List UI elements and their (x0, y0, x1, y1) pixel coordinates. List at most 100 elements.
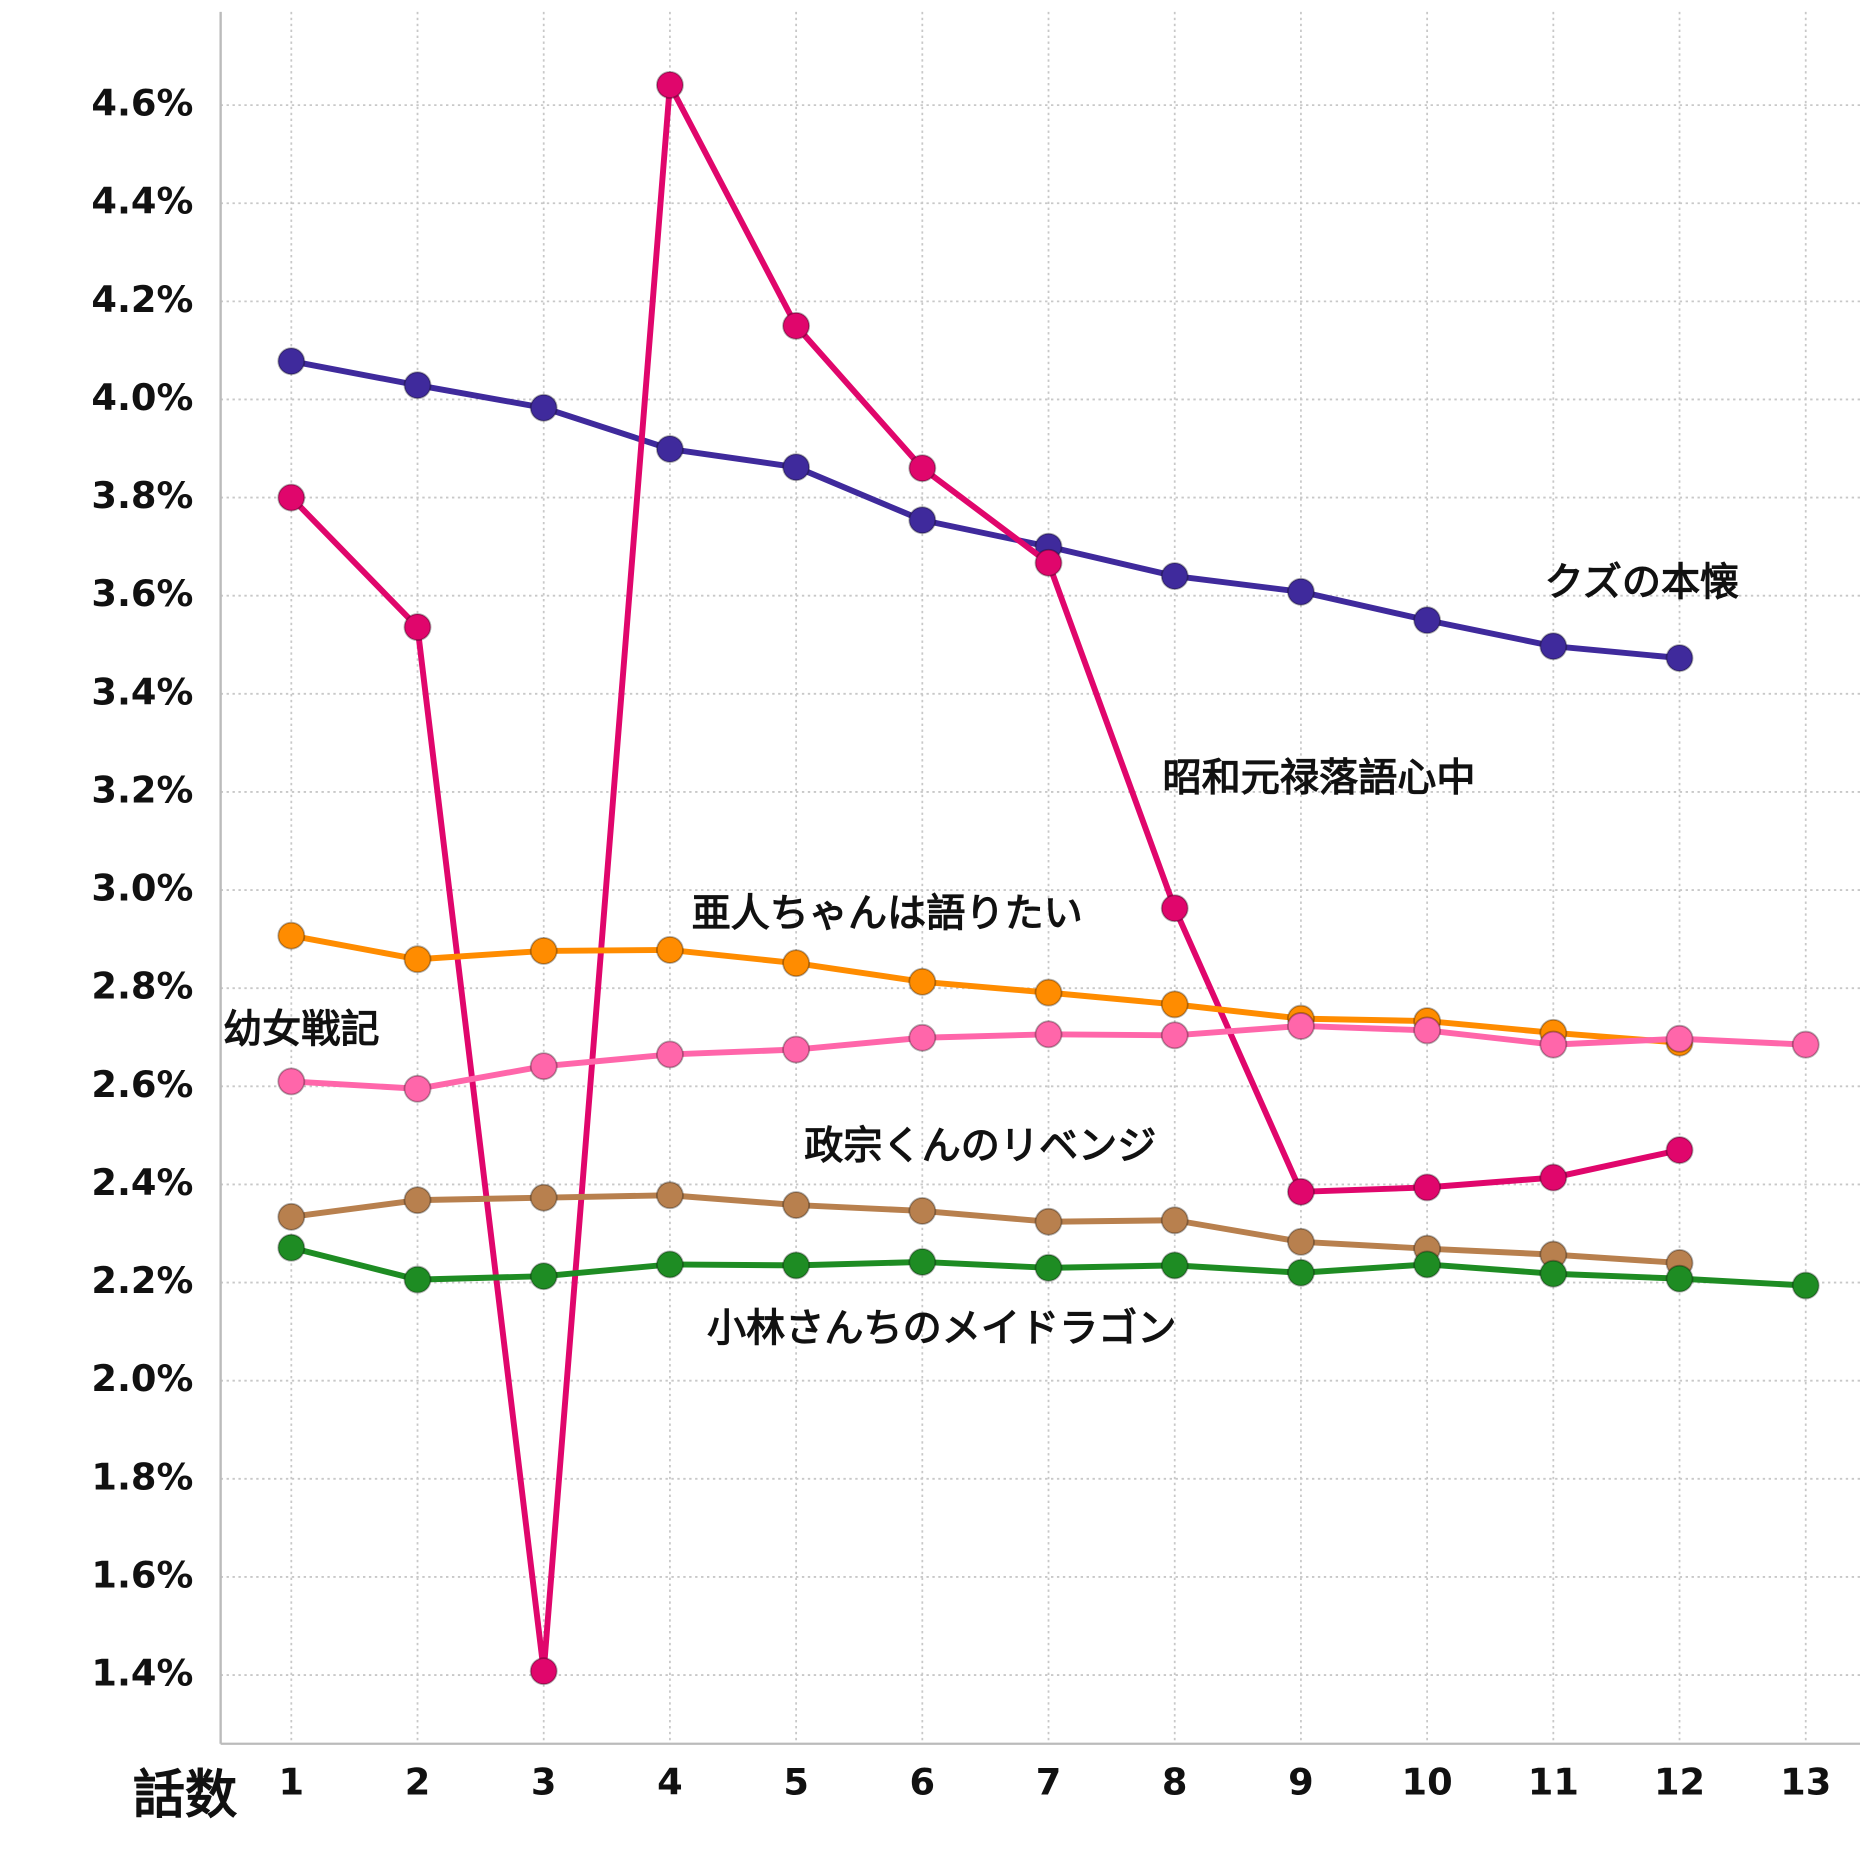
marker (1539, 1030, 1568, 1059)
marker (277, 347, 306, 376)
marker (277, 1202, 306, 1231)
marker (277, 1233, 306, 1262)
marker (908, 454, 937, 483)
marker (655, 71, 684, 99)
marker (655, 1181, 684, 1210)
marker (1034, 1020, 1063, 1049)
x-tick-label: 1 (279, 1761, 305, 1804)
marker (403, 1265, 432, 1294)
marker (1034, 1207, 1063, 1236)
marker (1539, 1259, 1568, 1288)
marker (1665, 1264, 1694, 1293)
marker (908, 1248, 937, 1276)
marker (403, 371, 432, 400)
x-tick-label: 6 (910, 1761, 936, 1804)
marker (529, 1657, 558, 1686)
marker (1791, 1030, 1820, 1059)
marker (277, 1067, 306, 1096)
marker (529, 393, 558, 422)
x-tick-label: 5 (783, 1761, 809, 1804)
y-tick-label: 2.8% (91, 965, 193, 1008)
y-tick-label: 1.6% (91, 1553, 193, 1596)
marker (782, 1035, 811, 1064)
y-tick-label: 2.6% (91, 1063, 193, 1106)
x-axis-title: 話数 (133, 1765, 238, 1825)
marker (908, 506, 937, 535)
y-tick-label: 2.4% (91, 1161, 193, 1204)
x-tick-label: 12 (1654, 1761, 1705, 1804)
marker (655, 1250, 684, 1279)
y-tick-label: 4.4% (91, 180, 193, 223)
marker (1160, 1251, 1189, 1280)
marker (782, 453, 811, 482)
x-tick-label: 8 (1162, 1761, 1188, 1804)
marker (529, 1183, 558, 1212)
marker (1665, 644, 1694, 672)
marker (1413, 1173, 1442, 1202)
x-tick-label: 4 (657, 1761, 683, 1804)
marker (529, 1262, 558, 1291)
marker (908, 967, 937, 996)
x-tick-label: 13 (1780, 1761, 1831, 1804)
marker (403, 1074, 432, 1103)
series-label: 政宗くんのリベンジ (804, 1124, 1156, 1169)
y-tick-label: 1.8% (91, 1455, 193, 1498)
y-tick-label: 3.8% (91, 474, 193, 517)
marker (1413, 606, 1442, 635)
marker (1413, 1250, 1442, 1279)
series-label: クズの本懐 (1544, 560, 1739, 605)
y-tick-label: 4.2% (91, 278, 193, 321)
x-tick-label: 9 (1288, 1761, 1314, 1804)
marker (529, 1052, 558, 1081)
x-tick-label: 2 (405, 1761, 431, 1804)
marker (1286, 577, 1315, 606)
series-line (289, 81, 1681, 1675)
series-label: 幼女戦記 (223, 1008, 379, 1053)
marker (1160, 990, 1189, 1019)
marker (1160, 894, 1189, 923)
marker (655, 435, 684, 463)
marker (782, 949, 811, 978)
marker (1665, 1136, 1694, 1165)
marker (529, 936, 558, 965)
marker (1034, 1253, 1063, 1282)
marker (1034, 978, 1063, 1007)
marker (1791, 1271, 1820, 1300)
series-label: 亜人ちゃんは語りたい (692, 891, 1083, 936)
x-tick-label: 10 (1402, 1761, 1453, 1804)
y-tick-label: 3.6% (91, 572, 193, 615)
y-tick-label: 3.4% (91, 670, 193, 713)
marker (1286, 1258, 1315, 1287)
marker (1539, 632, 1568, 661)
x-tick-label: 3 (531, 1761, 557, 1804)
marker (1034, 548, 1063, 577)
series-label: 小林さんちのメイドラゴン (707, 1306, 1177, 1351)
y-tick-label: 2.2% (91, 1259, 193, 1302)
marker (1160, 1021, 1189, 1050)
marker (782, 1251, 811, 1280)
marker (403, 1186, 432, 1215)
marker (403, 945, 432, 974)
series-line (290, 932, 1680, 1046)
marker (1160, 1206, 1189, 1235)
marker (1413, 1016, 1442, 1045)
marker (1286, 1177, 1315, 1206)
marker (1286, 1012, 1315, 1040)
series-line (290, 1192, 1680, 1266)
series-label: 昭和元禄落語心中 (1163, 756, 1476, 801)
y-tick-label: 4.0% (91, 376, 193, 419)
marker (1160, 562, 1189, 591)
marker (277, 483, 306, 512)
marker (782, 1191, 811, 1219)
marker (1665, 1024, 1694, 1053)
x-tick-label: 11 (1528, 1761, 1579, 1804)
marker (403, 613, 432, 642)
marker (655, 935, 684, 964)
marker (782, 311, 811, 340)
y-tick-label: 2.0% (91, 1357, 193, 1400)
x-tick-label: 7 (1036, 1761, 1062, 1804)
marker (1286, 1227, 1315, 1256)
marker (655, 1040, 684, 1069)
